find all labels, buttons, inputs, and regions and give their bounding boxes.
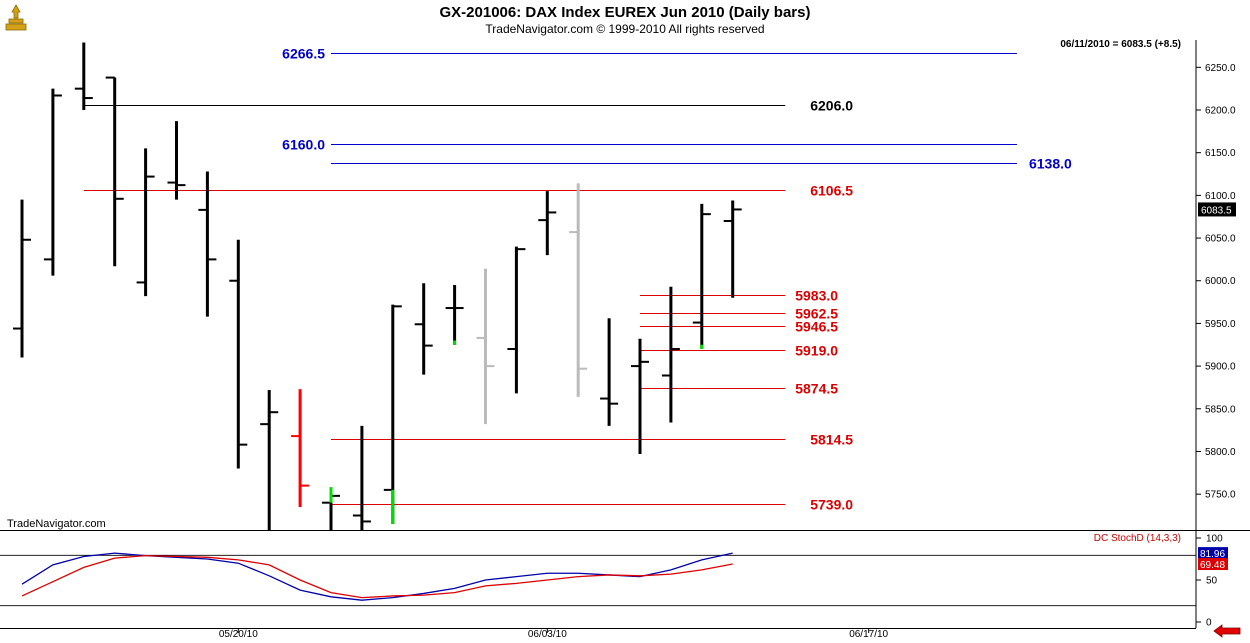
price-tick-label: 6250.0 xyxy=(1205,63,1236,74)
price-tick-label: 5850.0 xyxy=(1205,404,1236,415)
stoch-tick-label: 50 xyxy=(1206,576,1218,587)
level-label: 6106.5 xyxy=(810,183,853,199)
stoch-value-label: 81.96 xyxy=(1200,549,1225,560)
date-tick-label: 05/20/10 xyxy=(219,629,258,640)
stoch-line xyxy=(21,552,733,601)
stoch-title: DC StochD (14,3,3) xyxy=(1094,533,1181,544)
price-tick-label: 6050.0 xyxy=(1205,234,1236,245)
stoch-tick-label: 100 xyxy=(1206,534,1223,545)
level-label: 6206.0 xyxy=(810,98,853,114)
level-label: 6266.5 xyxy=(282,46,325,62)
price-bars xyxy=(13,42,742,530)
stoch-axis: 0 50 100 xyxy=(0,534,1223,629)
date-tick-label: 06/03/10 xyxy=(528,629,567,640)
stoch-line xyxy=(21,554,733,599)
date-tick-label: 06/17/10 xyxy=(849,629,888,640)
level-label: 5874.5 xyxy=(795,381,838,397)
level-label: 5962.5 xyxy=(795,306,838,322)
current-price-label: 6083.5 xyxy=(1201,205,1232,216)
level-label: 5919.0 xyxy=(795,343,838,359)
price-tick-label: 6200.0 xyxy=(1205,106,1236,117)
price-tick-label: 6150.0 xyxy=(1205,148,1236,159)
level-label: 6138.0 xyxy=(1029,156,1072,172)
chart-subtitle: TradeNavigator.com © 1999-2010 All right… xyxy=(485,22,765,36)
last-quote-label: 06/11/2010 = 6083.5 (+8.5) xyxy=(1060,39,1181,50)
price-tick-label: 6000.0 xyxy=(1205,276,1236,287)
stoch-value-box xyxy=(1198,558,1228,571)
stoch-value-box xyxy=(1198,547,1228,560)
stoch-value-label: 69.48 xyxy=(1200,560,1225,571)
stoch-tick-label: 0 xyxy=(1206,618,1212,629)
price-axis: 5750.0 5800.0 5850.0 5900.0 5950.0 6000.0 6050… xyxy=(1196,63,1236,501)
price-tick-label: 6100.0 xyxy=(1205,191,1236,202)
support-resistance-levels: 6266.5 6206.0 6160.0 6138.0 6106.5 5983.0 5962… xyxy=(83,46,1072,513)
date-axis: 05/20/10 06/03/10 06/17/10 xyxy=(219,628,889,640)
watermark-label: TradeNavigator.com xyxy=(7,518,106,530)
price-tick-label: 5900.0 xyxy=(1205,362,1236,373)
current-price-box xyxy=(1198,202,1236,217)
price-tick-label: 5800.0 xyxy=(1205,447,1236,458)
trade-navigator-logo-icon xyxy=(5,4,27,31)
price-tick-label: 5750.0 xyxy=(1205,490,1236,501)
scroll-left-arrow-icon[interactable] xyxy=(1212,624,1242,638)
chart-title: GX-201006: DAX Index EUREX Jun 2010 (Dai… xyxy=(439,4,811,21)
level-label: 5983.0 xyxy=(795,288,838,304)
level-label: 5946.5 xyxy=(795,319,838,335)
level-label: 5814.5 xyxy=(810,432,853,448)
level-label: 6160.0 xyxy=(282,137,325,153)
price-tick-label: 5950.0 xyxy=(1205,319,1236,330)
level-label: 5739.0 xyxy=(810,497,853,513)
